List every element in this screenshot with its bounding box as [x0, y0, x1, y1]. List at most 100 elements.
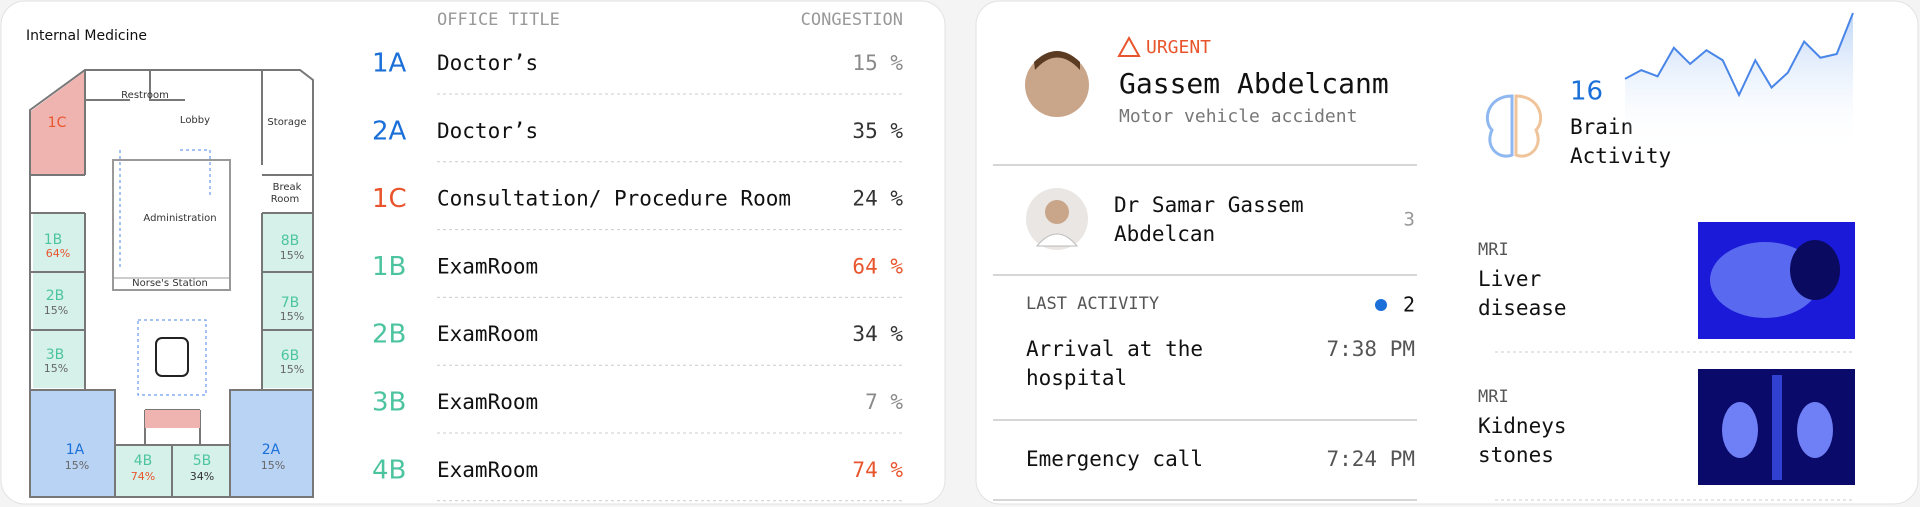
dividers	[993, 164, 1417, 501]
row-code: 1A	[372, 49, 407, 79]
room-congestion: 15%	[280, 310, 304, 323]
warning-icon	[1117, 35, 1141, 57]
row-code: 2A	[372, 116, 407, 146]
row-congestion: 35 %	[852, 119, 903, 143]
activity-text: Emergency call	[1026, 447, 1203, 471]
room-congestion: 15%	[261, 459, 285, 472]
counter	[145, 410, 200, 428]
room	[33, 213, 85, 271]
row-title: Consultation/ Procedure Room	[437, 187, 791, 211]
scan-type: MRI	[1478, 240, 1509, 260]
area-label: Norse's Station	[132, 278, 208, 289]
room	[33, 331, 85, 388]
patient-hair	[1034, 51, 1080, 70]
area-label: Restroom	[121, 90, 169, 101]
room-code: 6B	[281, 348, 300, 364]
column-header: CONGESTION	[801, 10, 903, 30]
row-title: ExamRoom	[437, 322, 538, 346]
row-title: ExamRoom	[437, 390, 538, 414]
activity-text: hospital	[1026, 366, 1127, 390]
brain-left	[1486, 94, 1514, 158]
brain-value: 16	[1570, 77, 1603, 107]
room-congestion: 64%	[46, 247, 70, 260]
room-code: 1C	[48, 115, 67, 131]
scan-label: Liver	[1478, 267, 1541, 291]
scan-images	[1495, 222, 1855, 501]
doctor-count: 3	[1404, 209, 1415, 231]
sparkline	[1624, 12, 1854, 98]
patient-name: Gassem Abdelcanm	[1119, 67, 1389, 100]
room	[262, 273, 312, 330]
patient-card: URGENT Gassem Abdelcanm Motor vehicle ac…	[993, 35, 1417, 501]
row-title: ExamRoom	[437, 254, 538, 278]
brain-label: Brain	[1570, 115, 1633, 139]
floor-plan: Internal Medicine 1C1B64%2B15%3B15%8B15%…	[26, 28, 314, 498]
plan-title: Internal Medicine	[26, 28, 147, 44]
area-label: Room	[271, 194, 299, 205]
room	[31, 72, 84, 174]
scan-organ	[1722, 402, 1758, 458]
table	[155, 337, 189, 377]
scan-label: Kidneys	[1478, 414, 1567, 438]
room	[31, 391, 115, 496]
room-congestion: 34%	[190, 470, 214, 483]
room-code: 7B	[281, 295, 300, 311]
scan-label: disease	[1478, 296, 1567, 320]
room	[172, 445, 230, 496]
doctor-face	[1045, 200, 1069, 224]
row-congestion: 15 %	[852, 51, 903, 75]
area-label: Break	[273, 182, 302, 193]
activity-dot	[1375, 299, 1387, 311]
sparkline-area	[1625, 13, 1853, 150]
column-header: OFFICE TITLE	[437, 10, 560, 30]
path-line	[119, 149, 211, 270]
scan-organ	[1772, 375, 1782, 480]
area-label: Storage	[267, 117, 306, 128]
doctor-coat	[1035, 233, 1079, 247]
room-code: 2B	[46, 288, 65, 304]
doctor-name: Abdelcan	[1114, 222, 1215, 246]
row-code: 1C	[372, 184, 407, 214]
row-code: 3B	[372, 388, 406, 418]
room-code: 1B	[44, 232, 63, 248]
room-code: 8B	[281, 233, 300, 249]
room-code: 4B	[134, 453, 153, 469]
activity-time: 7:24 PM	[1326, 447, 1415, 471]
room-code: 2A	[262, 442, 281, 458]
activity-text: Arrival at the	[1026, 337, 1203, 361]
area-label: Lobby	[180, 115, 210, 126]
room	[262, 331, 312, 388]
row-code: 1B	[372, 252, 406, 282]
room-congestion: 74%	[131, 470, 155, 483]
brain-right	[1514, 94, 1542, 158]
activity-title: LAST ACTIVITY	[1026, 294, 1159, 314]
room-code: 1A	[66, 442, 85, 458]
room	[230, 391, 312, 496]
area-label: Administration	[143, 213, 216, 224]
room-congestion: 15%	[280, 249, 304, 262]
room-congestion: 15%	[44, 362, 68, 375]
room-congestion: 15%	[280, 363, 304, 376]
scan-organ	[1790, 240, 1840, 300]
row-code: 2B	[372, 320, 406, 350]
table-zone	[137, 319, 207, 396]
row-congestion: 74 %	[852, 458, 903, 482]
row-title: ExamRoom	[437, 458, 538, 482]
status: URGENT	[1146, 37, 1211, 58]
activity-time: 7:38 PM	[1326, 337, 1415, 361]
scan-type: MRI	[1478, 387, 1509, 407]
patient-reason: Motor vehicle accident	[1119, 106, 1357, 127]
scan-label: stones	[1478, 443, 1554, 467]
scan-organ	[1797, 402, 1833, 458]
room-code: 5B	[193, 453, 212, 469]
activity-count: 2	[1403, 293, 1415, 317]
room-code: 3B	[46, 347, 65, 363]
row-code: 4B	[372, 455, 406, 485]
patient-avatar	[1025, 53, 1089, 117]
room	[262, 213, 312, 271]
walls	[29, 69, 314, 498]
row-congestion: 24 %	[852, 187, 903, 211]
room-congestion: 15%	[44, 304, 68, 317]
